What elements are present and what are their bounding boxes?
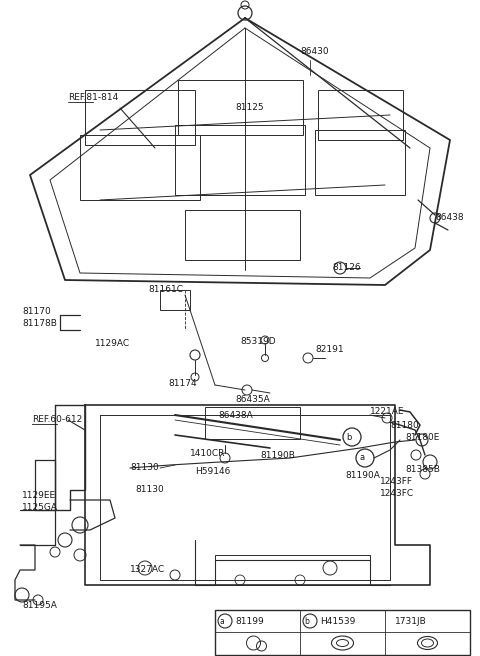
Text: 81180: 81180 — [390, 420, 419, 430]
Text: 81190A: 81190A — [345, 470, 380, 480]
Bar — [215, 610, 470, 655]
Text: 1243FF: 1243FF — [380, 478, 413, 487]
Text: H59146: H59146 — [195, 468, 230, 476]
Bar — [185, 210, 300, 260]
Text: 81126: 81126 — [332, 264, 360, 272]
Text: 86438: 86438 — [435, 213, 464, 222]
Text: 1221AE: 1221AE — [370, 407, 405, 417]
Text: REF.60-612: REF.60-612 — [32, 415, 82, 424]
Text: 81178B: 81178B — [22, 319, 57, 329]
Text: 81125: 81125 — [235, 104, 264, 112]
Text: 81161C: 81161C — [148, 285, 183, 295]
Bar — [175, 125, 305, 195]
Text: b: b — [305, 617, 310, 626]
Text: 86430: 86430 — [300, 47, 329, 56]
Text: 1731JB: 1731JB — [395, 617, 427, 626]
Text: 81195A: 81195A — [22, 600, 57, 609]
Text: REF.81-814: REF.81-814 — [68, 94, 118, 102]
Bar — [85, 90, 195, 145]
Text: a: a — [220, 617, 224, 626]
Text: 81130: 81130 — [135, 485, 164, 495]
Text: 1410CR: 1410CR — [190, 449, 226, 459]
Text: b: b — [346, 432, 352, 441]
Text: 81385B: 81385B — [405, 466, 440, 474]
Text: 86435A: 86435A — [235, 396, 270, 405]
Text: 81170: 81170 — [22, 308, 51, 316]
Text: 81190B: 81190B — [260, 451, 295, 459]
Bar — [215, 555, 370, 585]
Text: H41539: H41539 — [320, 617, 355, 626]
Text: 1129AC: 1129AC — [95, 340, 130, 348]
Bar — [80, 135, 200, 200]
Text: 1125GA: 1125GA — [22, 502, 58, 512]
Text: 82191: 82191 — [315, 344, 344, 354]
Text: 81180E: 81180E — [405, 432, 439, 441]
Text: 81199: 81199 — [235, 617, 264, 626]
Bar — [160, 290, 190, 310]
Text: 1243FC: 1243FC — [380, 489, 414, 497]
Bar — [205, 407, 300, 439]
Text: 81174: 81174 — [168, 379, 197, 388]
Text: 85319D: 85319D — [240, 337, 276, 346]
Text: 86438A: 86438A — [218, 411, 253, 419]
Bar — [315, 130, 405, 195]
Bar — [178, 80, 303, 135]
Text: 1327AC: 1327AC — [130, 565, 165, 575]
Text: 1129EE: 1129EE — [22, 491, 56, 499]
Text: a: a — [360, 453, 365, 462]
Text: 81130: 81130 — [130, 462, 159, 472]
Bar — [318, 90, 403, 140]
